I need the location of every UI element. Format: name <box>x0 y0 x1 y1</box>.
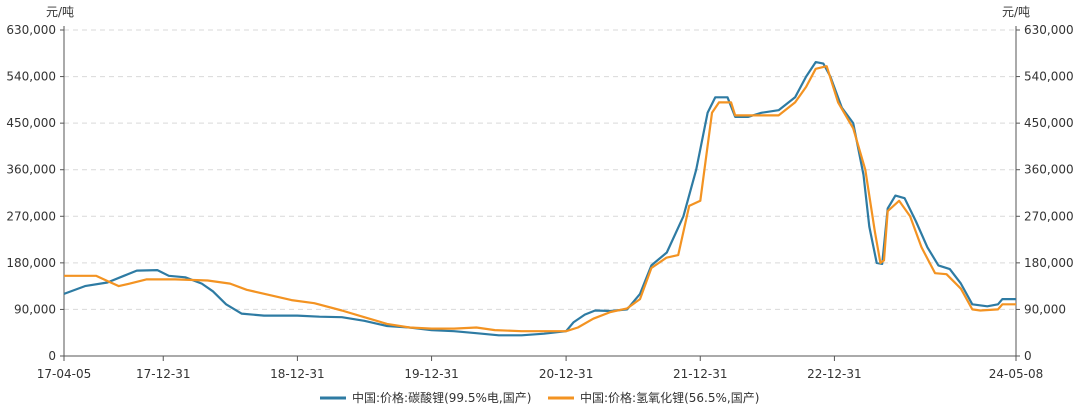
right-y-tick-labels: 0 90,000 180,000 270,000 360,000 450,000 540,0… <box>1024 23 1074 363</box>
y-tick-label-right: 450,000 <box>1024 116 1074 130</box>
left-axis-unit: 元/吨 <box>46 5 74 19</box>
x-tick-label: 20-12-31 <box>539 367 593 381</box>
x-tick-label: 21-12-31 <box>673 367 727 381</box>
y-tick-label-right: 90,000 <box>1024 302 1066 316</box>
legend: 中国:价格:碳酸锂(99.5%电,国产) 中国:价格:氢氧化锂(56.5%,国产) <box>320 390 759 405</box>
series-line-1 <box>63 61 1016 337</box>
y-tick-label-right: 540,000 <box>1024 70 1074 84</box>
y-tick-label-right: 180,000 <box>1024 256 1074 270</box>
x-tick-label: 19-12-31 <box>404 367 458 381</box>
gridlines <box>64 29 1016 310</box>
y-tick-label-left: 180,000 <box>6 256 56 270</box>
y-tick-label-right: 630,000 <box>1024 23 1074 37</box>
left-y-tick-labels: 0 90,000 180,000 270,000 360,000 450,000 540,0… <box>6 23 56 363</box>
legend-label: 中国:价格:碳酸锂(99.5%电,国产) <box>352 390 531 405</box>
y-tick-label-right: 270,000 <box>1024 209 1074 223</box>
x-tick-label: 18-12-31 <box>270 367 324 381</box>
right-axis-unit: 元/吨 <box>1002 5 1030 19</box>
y-tick-label-left: 0 <box>48 349 56 363</box>
y-tick-label-left: 450,000 <box>6 116 56 130</box>
legend-item-1[interactable]: 中国:价格:碳酸锂(99.5%电,国产) <box>320 390 531 405</box>
series-line-2 <box>64 65 1016 333</box>
y-tick-label-left: 630,000 <box>6 23 56 37</box>
y-tick-label-right: 0 <box>1024 349 1032 363</box>
y-tick-label-left: 270,000 <box>6 209 56 223</box>
x-tick-labels: 17-04-05 17-12-31 18-12-31 19-12-31 20-12-31… <box>37 367 1043 381</box>
x-tick-label: 22-12-31 <box>807 367 861 381</box>
y-tick-label-right: 360,000 <box>1024 163 1074 177</box>
y-tick-label-left: 540,000 <box>6 70 56 84</box>
series-lines <box>63 61 1016 337</box>
axes <box>60 26 1020 361</box>
legend-label: 中国:价格:氢氧化锂(56.5%,国产) <box>580 390 759 405</box>
y-tick-label-left: 360,000 <box>6 163 56 177</box>
y-tick-label-left: 90,000 <box>14 302 56 316</box>
x-tick-label: 24-05-08 <box>989 367 1043 381</box>
x-tick-label: 17-04-05 <box>37 367 91 381</box>
x-tick-label: 17-12-31 <box>136 367 190 381</box>
legend-item-2[interactable]: 中国:价格:氢氧化锂(56.5%,国产) <box>548 390 759 405</box>
